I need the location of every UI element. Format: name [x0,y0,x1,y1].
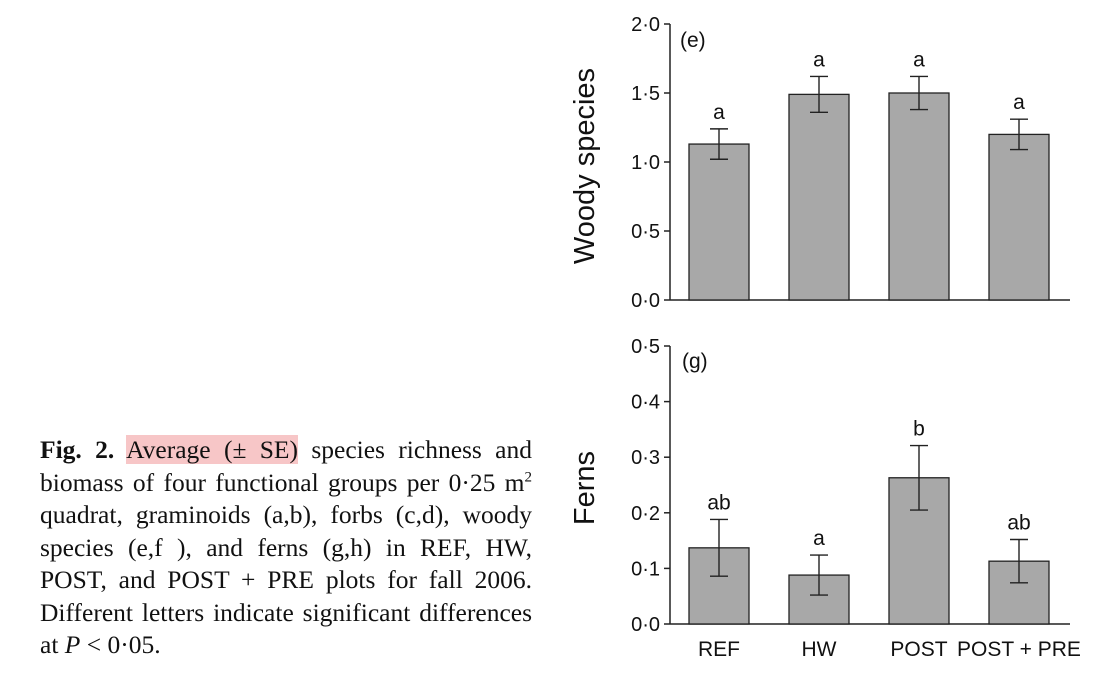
y-tick-label: 0·4 [631,392,660,414]
significance-label: a [1013,91,1025,114]
y-tick-label: 1·0 [631,152,660,174]
panel-label: (g) [682,350,708,373]
x-category-label: REF [698,638,740,661]
significance-label: a [913,48,925,71]
caption-superscript: 2 [524,469,533,485]
panel-label: (e) [680,29,706,52]
figure-label: Fig. 2. [40,435,115,464]
significance-label: ab [1007,511,1030,534]
p-symbol: P [64,630,81,659]
y-axis-title: Woody species [569,68,601,264]
y-tick-label: 0·0 [631,290,660,312]
x-category-label: HW [802,638,837,661]
y-tick-label: 0·3 [631,447,660,469]
bar [988,133,1050,301]
highlighted-text: Average (± SE) [126,435,299,464]
y-tick-label: 0·1 [631,558,660,580]
significance-label: a [713,101,725,124]
y-tick-label: 0·2 [631,503,660,525]
significance-label: b [913,418,925,441]
y-tick-label: 2·0 [631,14,660,36]
significance-label: a [813,48,825,71]
y-axis-title: Ferns [569,451,601,525]
caption-text-1: species richness and biomass of four fun… [40,435,532,497]
figure-caption: Fig. 2. Average (± SE) species richness … [40,434,532,662]
significance-label: a [813,527,825,550]
caption-text-2: quadrat, graminoids (a,b), forbs (c,d), … [40,500,532,659]
y-tick-label: 0·5 [631,336,660,358]
bar [888,92,950,301]
y-tick-label: 1·5 [631,83,660,105]
x-category-label: POST + PRE [957,638,1081,661]
bar [688,143,750,301]
bar [788,93,850,301]
y-tick-label: 0·0 [631,614,660,636]
caption-text-3: < 0·05. [80,630,161,659]
x-category-label: POST [890,638,947,661]
y-tick-label: 0·5 [631,221,660,243]
significance-label: ab [707,491,730,514]
